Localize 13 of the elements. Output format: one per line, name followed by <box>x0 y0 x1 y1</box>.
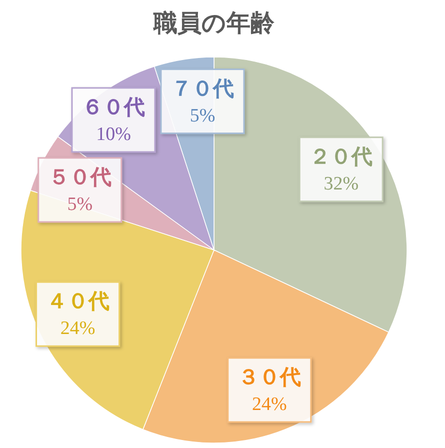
data-label: 32% <box>324 173 359 194</box>
data-label: 24% <box>60 318 96 340</box>
data-label: 5% <box>190 105 216 126</box>
chart-title: 職員の年齢 <box>152 10 276 37</box>
data-label: 24% <box>252 394 288 415</box>
slice-label: ４０代 <box>46 289 110 314</box>
data-label: 5% <box>67 194 93 215</box>
slice-label: ２０代 <box>310 144 373 168</box>
slice-label: ３０代 <box>238 364 301 389</box>
slice-label: ５０代 <box>48 164 112 189</box>
slice-label: ７０代 <box>170 76 234 100</box>
data-label: 10% <box>96 124 132 145</box>
slice-label: ６０代 <box>82 94 145 119</box>
